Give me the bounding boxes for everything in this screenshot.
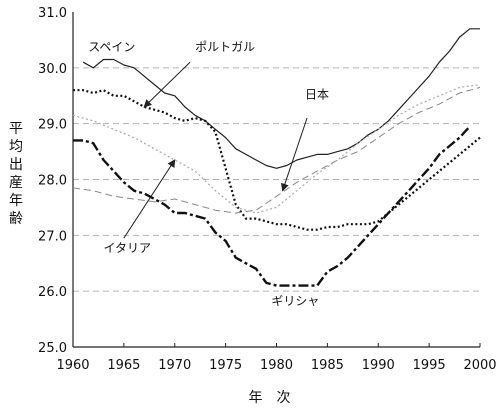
annotation-arrow-2 <box>281 117 308 192</box>
x-tick-label: 1990 <box>362 358 395 373</box>
series-line-2 <box>72 86 481 214</box>
series-label-4: ギリシャ <box>271 294 319 308</box>
series-line-4 <box>73 125 471 287</box>
x-tick-label: 1995 <box>413 358 446 373</box>
x-axis-title: 年次 <box>249 390 305 406</box>
y-tick-label: 26.0 <box>38 285 67 300</box>
annotation-arrow-3 <box>123 159 176 239</box>
y-tick-label: 29.0 <box>38 118 67 133</box>
series-label-3: イタリア <box>104 241 152 255</box>
y-tick-label: 25.0 <box>38 341 67 356</box>
y-tick-label: 30.0 <box>38 62 67 77</box>
series-line-0 <box>82 28 480 169</box>
x-tick-label: 1965 <box>107 358 140 373</box>
x-tick-label: 2000 <box>463 358 496 373</box>
axes: 25.0 26.0 27.0 28.0 29.0 30.0 31.0 1960 1965 1970… <box>38 6 497 373</box>
annotation-arrow-1 <box>143 61 191 108</box>
series-layer <box>72 28 481 287</box>
x-tick-label: 1980 <box>260 358 293 373</box>
series-line-3 <box>72 84 481 214</box>
series-label-1: ポルトガル <box>195 40 255 54</box>
series-line-1 <box>73 89 481 231</box>
y-tick-label: 28.0 <box>38 174 67 189</box>
y-axis-title: 平均出産年齢 <box>9 121 23 227</box>
series-label-0: スペイン <box>88 40 135 54</box>
series-label-2: 日本 <box>305 88 329 102</box>
x-tick-label: 1985 <box>311 358 344 373</box>
y-tick-label: 31.0 <box>38 6 67 21</box>
x-tick-label: 1975 <box>209 358 242 373</box>
y-tick-label: 27.0 <box>38 229 67 244</box>
x-tick-label: 1960 <box>56 358 89 373</box>
gridlines <box>73 67 480 292</box>
x-tick-label: 1970 <box>158 358 191 373</box>
